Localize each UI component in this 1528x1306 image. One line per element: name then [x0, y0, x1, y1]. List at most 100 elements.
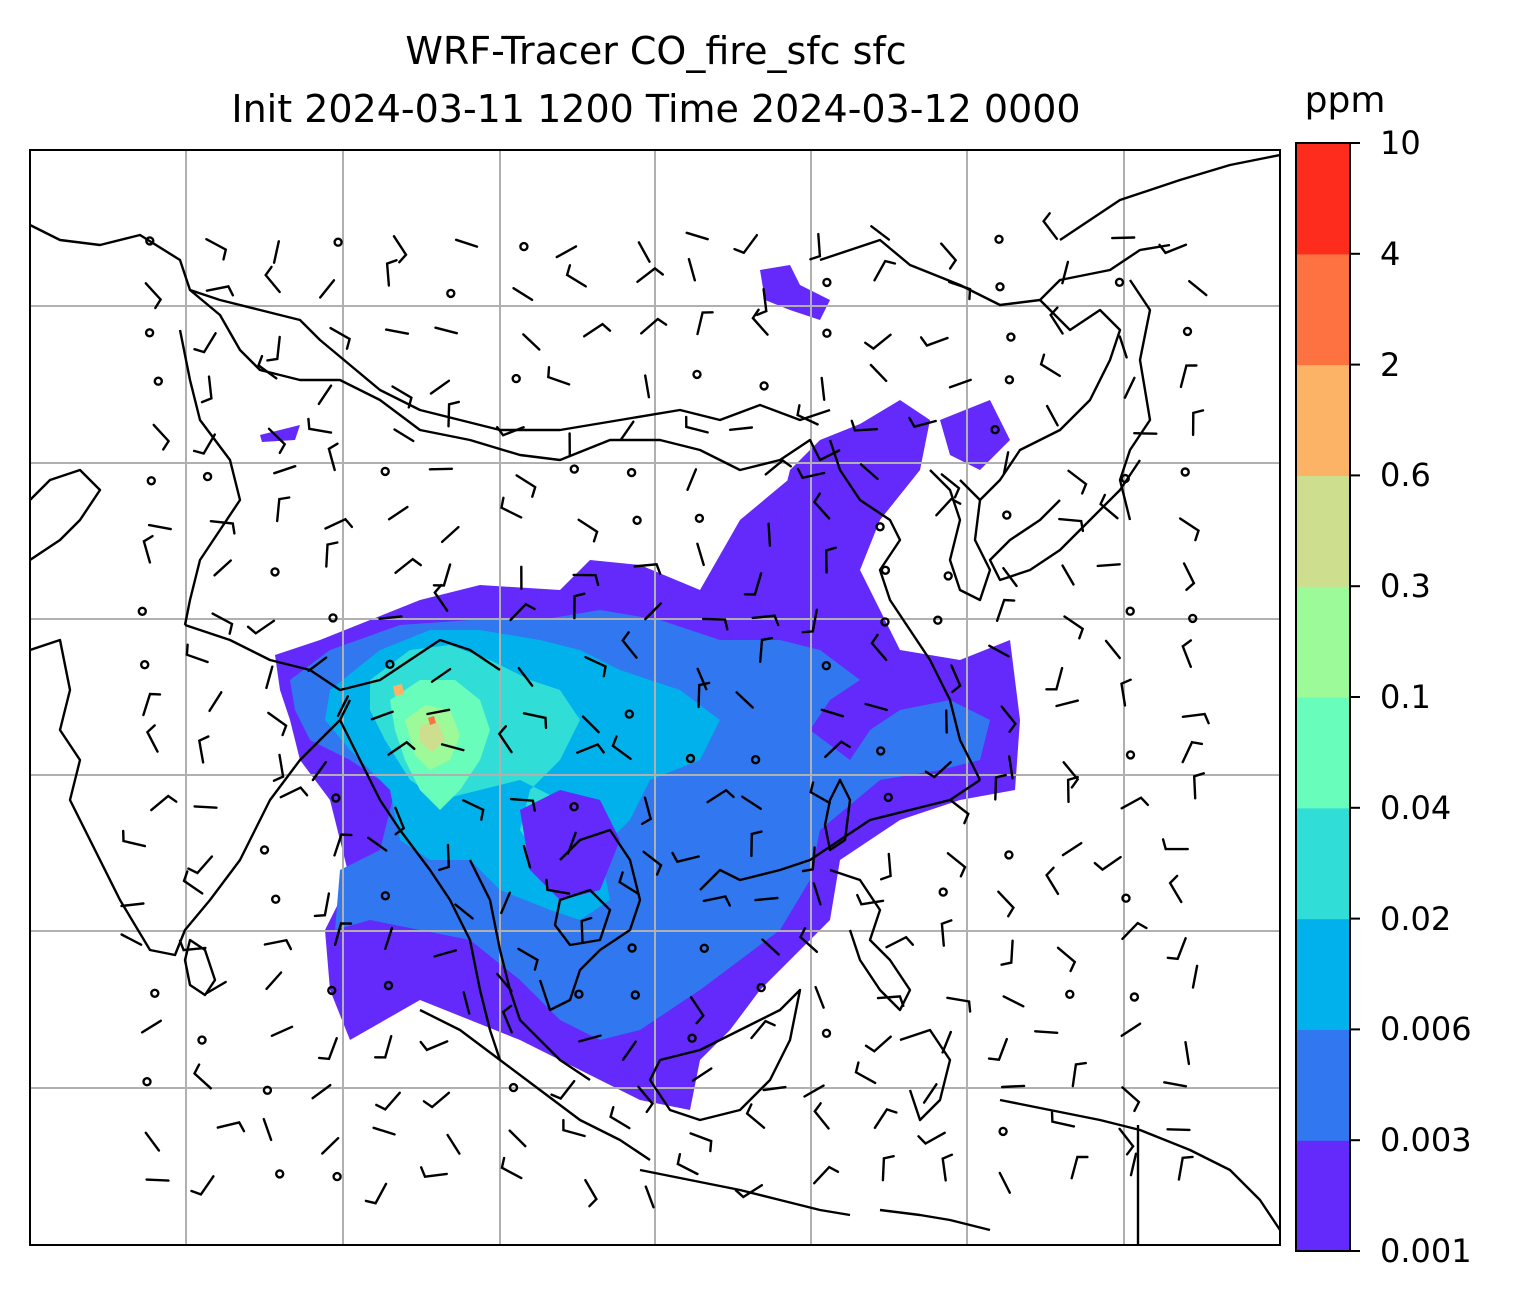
colorbar-tick-label: 0.02 [1380, 899, 1452, 938]
wind-barb [512, 287, 534, 302]
wind-barb [824, 740, 851, 759]
calm-wind-marker [630, 990, 640, 1000]
colorbar-tick-label: 0.6 [1380, 456, 1431, 495]
wind-barb [273, 465, 297, 475]
wind-barb [572, 573, 600, 587]
wind-barb [145, 724, 159, 753]
coast-sakhalin [1118, 279, 1152, 521]
wind-barb [393, 428, 415, 443]
colorbar-unit-label: ppm [1304, 80, 1386, 121]
wind-barb [501, 1004, 513, 1034]
wind-barb [246, 619, 276, 635]
calm-wind-marker [990, 425, 1000, 435]
calm-wind-marker [876, 746, 886, 756]
wind-barb [1184, 1040, 1191, 1066]
wind-barb [1179, 364, 1198, 389]
wind-barb [873, 1107, 898, 1130]
wind-barb [850, 419, 879, 432]
calm-wind-marker [821, 1028, 832, 1039]
calm-wind-marker [1182, 326, 1193, 337]
calm-wind-marker [333, 237, 343, 247]
calm-wind-marker [569, 464, 579, 474]
wind-barb [611, 735, 632, 760]
wind-barb [384, 926, 394, 950]
calm-wind-marker [139, 660, 150, 670]
wind-barb [270, 1025, 294, 1038]
wind-barb [854, 1061, 877, 1085]
colorbar-segment-5 [1296, 586, 1350, 698]
wind-barb [1071, 1061, 1088, 1088]
wind-barb [205, 980, 227, 995]
wind-barbs [120, 212, 1210, 1209]
calm-wind-marker [202, 471, 213, 482]
wind-barb [803, 1084, 825, 1098]
wind-barb [583, 322, 612, 338]
wind-barb [689, 1132, 713, 1153]
wind-barb [182, 870, 204, 895]
wind-barb [378, 615, 403, 620]
wind-barb [565, 264, 587, 288]
calm-wind-marker [508, 1082, 519, 1093]
wind-barb [1163, 1081, 1188, 1088]
wind-barb [391, 385, 413, 409]
calm-wind-marker [569, 802, 579, 812]
wind-barb [949, 799, 970, 825]
map-area [30, 150, 1280, 1245]
wind-barb [279, 786, 309, 799]
wind-barb [1050, 1110, 1076, 1128]
colorbar-tick-label: 0.3 [1380, 567, 1431, 606]
wind-barb [267, 711, 288, 737]
calm-wind-marker [380, 466, 390, 477]
wind-barb [454, 903, 474, 920]
wind-barb [267, 427, 287, 455]
wind-barb [262, 1117, 273, 1142]
calm-wind-marker [1121, 893, 1131, 903]
wind-barb [193, 805, 218, 809]
wind-barb [812, 492, 831, 520]
wind-barb [1104, 639, 1122, 660]
wind-barb [190, 1175, 215, 1196]
wind-barb [751, 308, 769, 336]
wind-barb [870, 225, 891, 241]
wind-barb [1120, 1022, 1142, 1038]
map-title-line1: WRF-Tracer CO_fire_sfc sfc [405, 29, 907, 73]
wind-barb [1045, 866, 1060, 896]
plume-band-8 [428, 716, 436, 725]
wind-barb [813, 1102, 830, 1130]
calm-wind-marker [938, 887, 948, 897]
wind-barb [497, 725, 513, 754]
wind-barb [1055, 699, 1080, 708]
wind-barb [696, 667, 708, 691]
colorbar-tick-label: 0.006 [1380, 1010, 1472, 1049]
wind-barb [814, 985, 825, 1009]
wind-barb [820, 708, 845, 718]
calm-wind-marker [1120, 473, 1130, 484]
colorbar-segment-9 [1296, 143, 1350, 255]
wind-barb [333, 833, 353, 857]
coast-burma [338, 719, 502, 1061]
wind-barb [1096, 563, 1121, 568]
wind-barb [946, 852, 967, 878]
calm-wind-marker [327, 985, 337, 996]
wind-barb [820, 376, 826, 401]
border-himalaya [184, 623, 501, 692]
wind-barb [987, 1037, 1008, 1061]
wind-barb [734, 1183, 763, 1199]
wind-barb [995, 598, 1016, 622]
wind-barb [621, 1040, 637, 1061]
wind-barb [555, 245, 578, 259]
wind-barb [686, 468, 698, 491]
wind-barb [1133, 432, 1158, 435]
wind-barb [566, 831, 577, 855]
wind-barb [1178, 517, 1200, 542]
wind-barb [307, 417, 333, 434]
wind-barb [121, 829, 147, 848]
calm-wind-marker [687, 1033, 697, 1043]
wind-barb [1166, 1128, 1191, 1132]
wind-barb [577, 518, 599, 543]
calm-wind-marker [153, 376, 164, 386]
wind-barb [1070, 1155, 1089, 1180]
wind-barb [192, 433, 217, 455]
wind-barb [266, 335, 281, 362]
calm-wind-marker [197, 1035, 207, 1045]
